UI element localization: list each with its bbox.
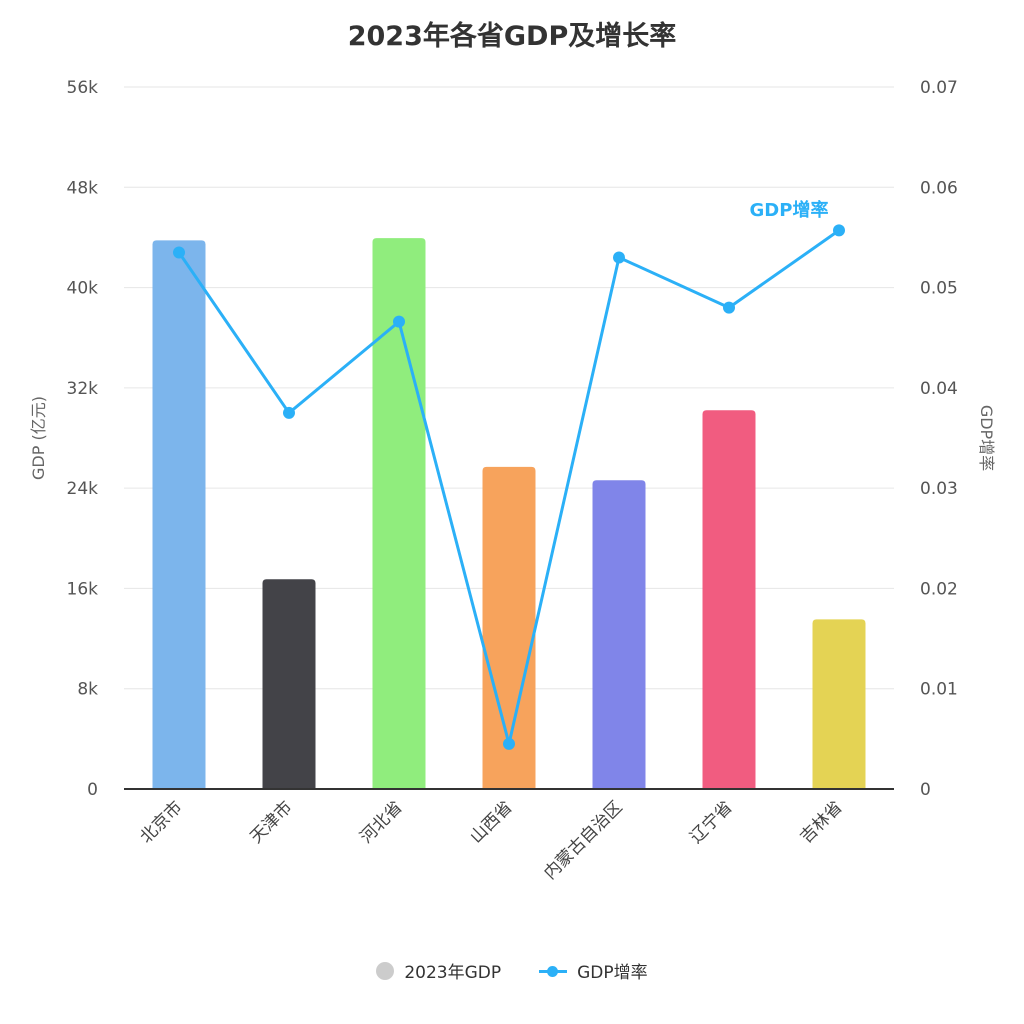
right-axis-ticks: 0 0.01 0.02 0.03 0.04 0.05 0.06 0.07 — [920, 78, 958, 800]
category-label: 辽宁省 — [686, 797, 736, 847]
left-tick-label: 40k — [67, 279, 99, 299]
left-tick-label: 48k — [67, 178, 99, 198]
legend: 2023年GDP GDP增率 — [0, 958, 1024, 983]
left-tick-label: 0 — [87, 780, 98, 800]
left-tick-label: 16k — [67, 579, 99, 599]
category-label: 山西省 — [466, 797, 516, 847]
growth-point[interactable] — [393, 315, 405, 328]
category-label: 内蒙古自治区 — [540, 797, 626, 883]
category-label: 吉林省 — [796, 797, 846, 847]
category-label: 河北省 — [356, 797, 406, 847]
left-axis-ticks: 0 8k 16k 24k 32k 40k 48k 56k — [67, 78, 99, 800]
legend-circle-icon — [376, 961, 395, 980]
legend-line-marker-icon — [539, 964, 568, 978]
bar-0[interactable] — [152, 240, 206, 789]
legend-label-growth: GDP增率 — [577, 963, 648, 983]
bar-1[interactable] — [262, 579, 316, 789]
growth-point[interactable] — [503, 737, 515, 750]
right-tick-label: 0.07 — [920, 78, 958, 98]
growth-point[interactable] — [723, 301, 735, 314]
legend-label-gdp: 2023年GDP — [404, 963, 502, 983]
legend-item-gdp[interactable]: 2023年GDP — [376, 958, 501, 983]
category-label: 北京市 — [136, 797, 186, 847]
left-tick-label: 8k — [77, 680, 98, 700]
category-label: 天津市 — [246, 797, 296, 847]
left-tick-label: 24k — [67, 479, 99, 499]
growth-point[interactable] — [613, 251, 625, 264]
gdp-bars — [152, 238, 866, 790]
growth-point[interactable] — [283, 406, 295, 419]
bar-4[interactable] — [592, 480, 646, 789]
bar-3[interactable] — [482, 466, 536, 789]
growth-point[interactable] — [833, 224, 845, 237]
bar-5[interactable] — [702, 410, 756, 789]
legend-item-growth[interactable]: GDP增率 — [539, 958, 648, 983]
category-labels: 北京市 天津市 河北省 山西省 内蒙古自治区 辽宁省 吉林省 — [136, 797, 846, 883]
left-tick-label: 32k — [67, 379, 99, 399]
right-axis-title: GDP增率 — [977, 405, 996, 471]
right-tick-label: 0.05 — [920, 279, 958, 299]
growth-point[interactable] — [173, 246, 185, 259]
growth-rate-line — [173, 224, 845, 750]
right-tick-label: 0.01 — [920, 680, 958, 700]
right-tick-label: 0.06 — [920, 178, 958, 198]
right-tick-label: 0.02 — [920, 579, 958, 599]
left-axis-title: GDP (亿元) — [29, 396, 48, 480]
right-tick-label: 0.04 — [920, 379, 958, 399]
chart-title: 2023年各省GDP及增长率 — [347, 21, 677, 52]
line-series-label: GDP增率 — [750, 199, 829, 221]
right-tick-label: 0 — [920, 780, 931, 800]
left-tick-label: 56k — [67, 78, 99, 98]
bar-6[interactable] — [812, 619, 866, 789]
right-tick-label: 0.03 — [920, 479, 958, 499]
